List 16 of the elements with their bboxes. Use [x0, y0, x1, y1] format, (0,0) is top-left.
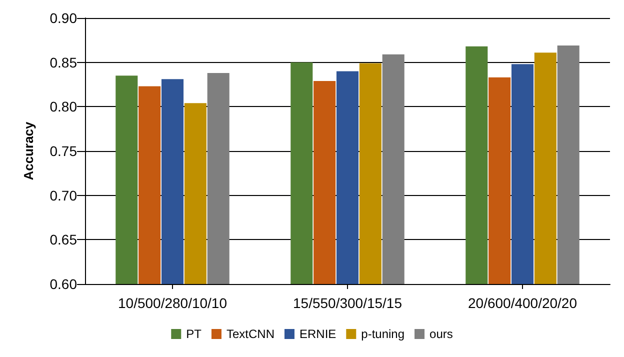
y-tick-label: 0.85 [50, 54, 78, 70]
y-tick-label: 0.75 [50, 143, 78, 159]
x-tick-label: 20/600/400/20/20 [468, 295, 578, 311]
y-tick-label: 0.90 [50, 10, 78, 26]
x-tick-label: 15/550/300/15/15 [293, 295, 402, 311]
legend-label: p-tuning [361, 327, 405, 341]
y-tick-label: 0.60 [50, 276, 78, 292]
y-tick-label: 0.70 [50, 187, 78, 204]
y-tick-label: 0.80 [50, 98, 78, 115]
legend-label: TextCNN [226, 327, 274, 341]
legend-label: PT [186, 327, 202, 341]
legend-label: ERNIE [299, 327, 336, 341]
y-tick-label: 0.65 [50, 232, 78, 248]
legend-label: ours [430, 327, 453, 341]
y-axis-title: Accuracy [21, 120, 36, 180]
x-tick-label: 10/500/280/10/10 [118, 295, 228, 311]
